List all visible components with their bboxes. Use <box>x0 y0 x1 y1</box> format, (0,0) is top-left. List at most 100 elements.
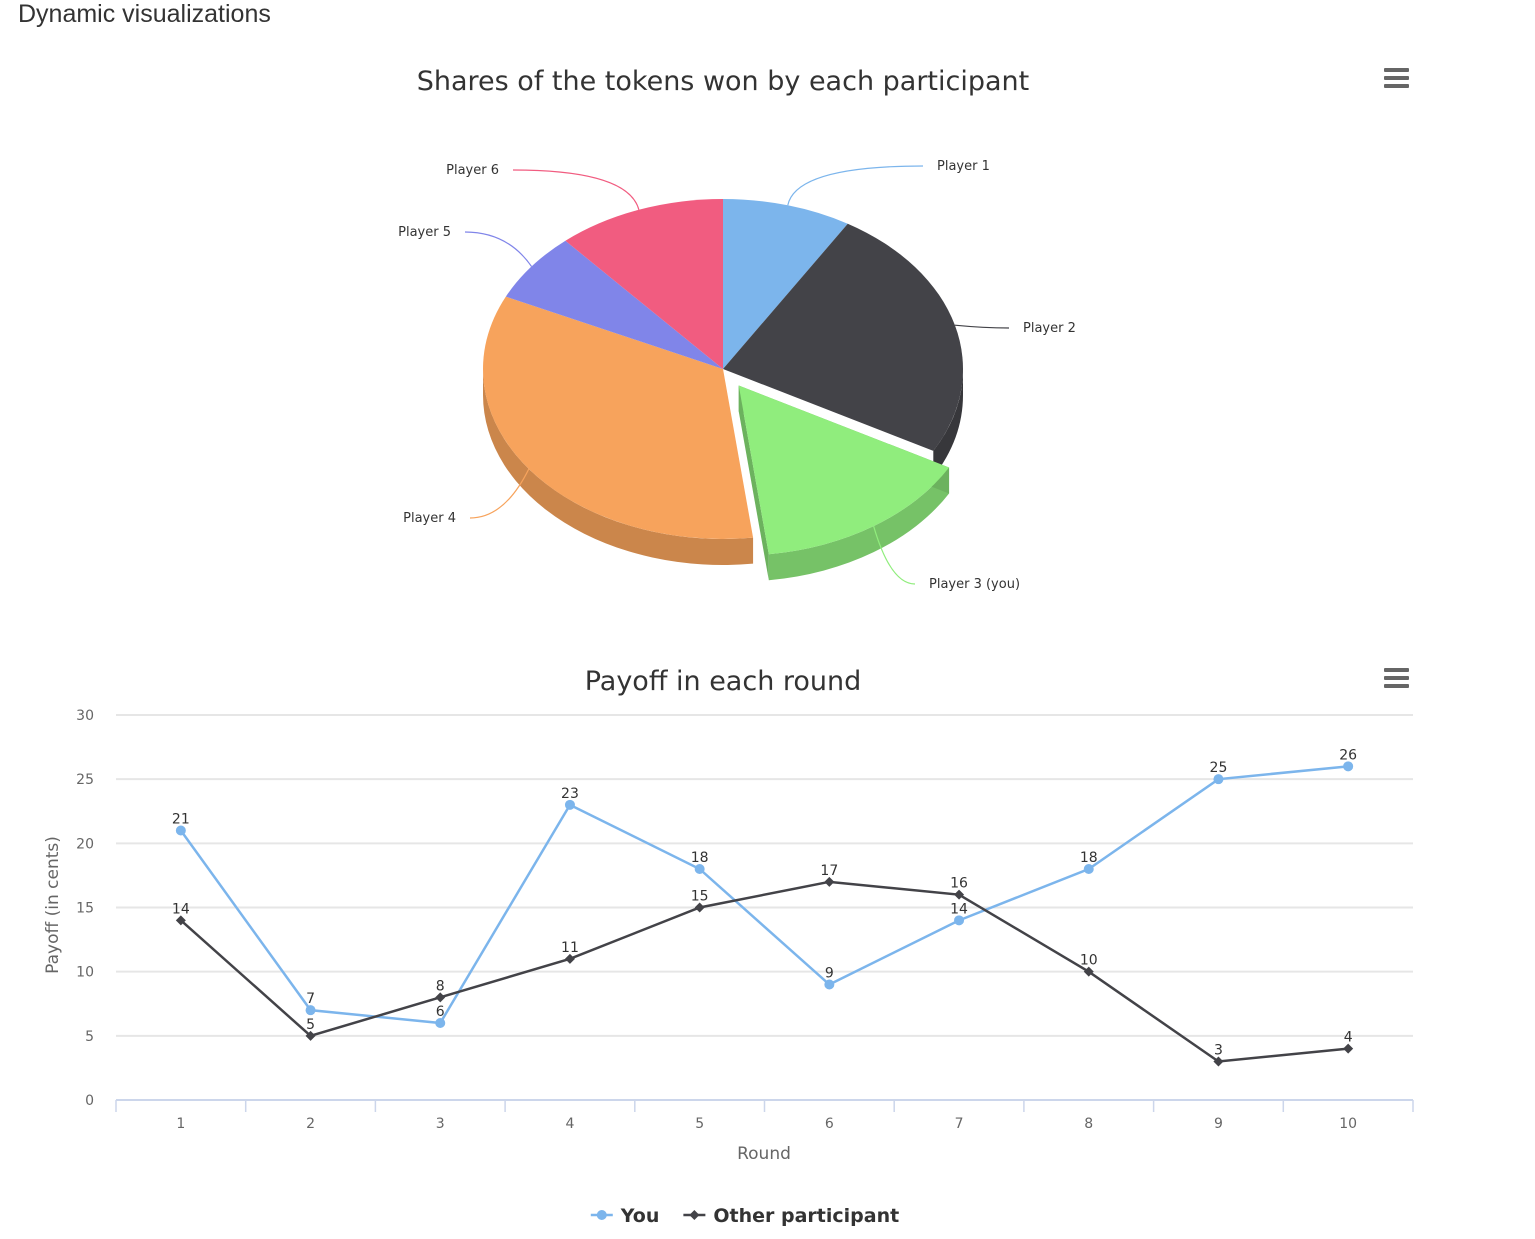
x-tick-label: 6 <box>825 1116 834 1132</box>
pie-label-player-4: Player 4 <box>403 511 456 526</box>
data-point-other-participant[interactable] <box>305 1030 316 1041</box>
pie-connector-player-3-you <box>873 525 916 585</box>
data-label-other-participant: 4 <box>1344 1030 1353 1046</box>
data-label-you: 14 <box>950 901 968 917</box>
series-you: 21 7 6 23 18 9 14 18 25 26 <box>172 747 1357 1028</box>
pie-label-player-2: Player 2 <box>1023 321 1076 336</box>
series-line-other-participant <box>180 880 1349 1063</box>
x-tick-label: 8 <box>1084 1116 1093 1132</box>
data-label-other-participant: 11 <box>561 940 579 956</box>
y-axis-tick-labels: 0 5 10 15 20 25 30 <box>76 708 94 1109</box>
x-tick-label: 3 <box>436 1116 445 1132</box>
x-tick-label: 7 <box>955 1116 964 1132</box>
data-point-other-participant[interactable] <box>1343 1043 1354 1054</box>
data-label-you: 26 <box>1339 747 1357 763</box>
data-point-you[interactable] <box>175 825 186 836</box>
pie-chart-menu-button[interactable] <box>1380 64 1414 94</box>
pie-labels-layer: Player 1 Player 2 Player 3 (you) Player 4 Pl… <box>398 159 1076 592</box>
data-point-you[interactable] <box>564 799 575 810</box>
data-point-other-participant[interactable] <box>824 876 835 887</box>
hamburger-menu-icon <box>1384 668 1409 688</box>
x-tick-label: 5 <box>695 1116 704 1132</box>
pie-slices-layer <box>483 199 964 555</box>
data-label-other-participant: 14 <box>172 901 190 917</box>
data-label-other-participant: 5 <box>306 1017 315 1033</box>
pie-connector-player-6 <box>512 169 640 210</box>
pie-chart-title: Shares of the tokens won by each partici… <box>417 66 1030 97</box>
data-point-other-participant[interactable] <box>564 953 575 964</box>
data-label-other-participant: 15 <box>691 889 709 905</box>
legend-label: Other participant <box>713 1205 899 1227</box>
data-label-you: 18 <box>691 850 709 866</box>
pie-label-player-5: Player 5 <box>398 225 451 240</box>
pie-slice-side-player-2 <box>933 369 963 477</box>
x-tick-label: 4 <box>565 1116 574 1132</box>
legend-item-you[interactable]: You <box>590 1205 660 1227</box>
y-tick-label: 25 <box>76 772 94 788</box>
pie-label-player-6: Player 6 <box>446 163 499 178</box>
pie-connector-player-4 <box>469 468 530 519</box>
y-axis-title: Payoff (in cents) <box>43 836 63 974</box>
pie-slice-player-3-you[interactable] <box>738 385 950 555</box>
y-tick-label: 30 <box>76 708 94 724</box>
data-point-you[interactable] <box>1213 774 1224 785</box>
legend: You Other participant <box>590 1205 899 1227</box>
pie-chart: Shares of the tokens won by each partici… <box>398 64 1414 592</box>
data-label-other-participant: 10 <box>1080 953 1098 969</box>
data-label-other-participant: 3 <box>1214 1043 1223 1059</box>
x-tick-label: 2 <box>306 1116 315 1132</box>
data-point-other-participant[interactable] <box>1213 1056 1224 1067</box>
y-tick-label: 20 <box>76 836 94 852</box>
legend-item-other-participant[interactable]: Other participant <box>683 1205 899 1227</box>
data-label-you: 21 <box>172 812 190 828</box>
data-point-other-participant[interactable] <box>954 889 965 900</box>
pie-slice-cut-1-player-3-you <box>738 385 769 581</box>
data-label-other-participant: 17 <box>820 863 838 879</box>
series-other-participant: 14 5 8 11 15 17 16 10 3 4 <box>172 863 1354 1067</box>
data-point-other-participant[interactable] <box>694 902 705 913</box>
line-chart-menu-button[interactable] <box>1380 664 1414 694</box>
data-point-other-participant[interactable] <box>435 992 446 1003</box>
hamburger-menu-icon <box>1384 68 1409 88</box>
pie-label-player-1: Player 1 <box>937 159 990 174</box>
data-point-you[interactable] <box>435 1018 446 1028</box>
pie-connector-player-2 <box>954 324 1010 329</box>
x-axis-title: Round <box>737 1144 791 1164</box>
pie-slice-player-4[interactable] <box>483 296 754 539</box>
legend-marker <box>596 1210 607 1220</box>
legend-label: You <box>620 1205 660 1227</box>
data-label-you: 6 <box>436 1004 445 1020</box>
pie-slice-player-2[interactable] <box>723 223 964 451</box>
data-point-you[interactable] <box>824 979 835 990</box>
line-chart-title: Payoff in each round <box>585 666 862 697</box>
data-point-you[interactable] <box>954 915 965 926</box>
pie-slice-player-6[interactable] <box>565 199 723 369</box>
data-label-you: 9 <box>825 966 834 982</box>
pie-chart-container: Shares of the tokens won by each partici… <box>0 40 1440 630</box>
data-point-you[interactable] <box>305 1005 316 1016</box>
data-label-you: 18 <box>1080 850 1098 866</box>
pie-slice-player-5[interactable] <box>505 240 723 369</box>
data-point-other-participant[interactable] <box>1083 966 1094 977</box>
pie-slice-side-player-3-you <box>768 467 950 581</box>
pie-slice-player-1[interactable] <box>723 199 848 369</box>
pie-slice-side-player-4 <box>483 369 754 565</box>
data-point-you[interactable] <box>694 864 705 874</box>
page-heading: Dynamic visualizations <box>18 0 271 28</box>
pie-connector-player-5 <box>464 231 533 267</box>
data-point-you[interactable] <box>1343 761 1354 772</box>
x-axis: 1 2 3 4 5 6 7 8 9 10 <box>115 1099 1414 1132</box>
data-label-other-participant: 16 <box>950 876 968 892</box>
y-tick-label: 5 <box>85 1029 94 1045</box>
y-tick-label: 15 <box>76 901 94 917</box>
y-tick-label: 0 <box>85 1093 94 1109</box>
data-point-other-participant[interactable] <box>175 915 186 926</box>
data-label-you: 7 <box>306 991 315 1007</box>
legend-marker <box>689 1210 700 1220</box>
pie-label-player-3-you: Player 3 (you) <box>929 577 1020 592</box>
data-point-you[interactable] <box>1083 864 1094 874</box>
x-tick-label: 10 <box>1339 1116 1357 1132</box>
data-label-you: 23 <box>561 786 579 802</box>
data-label-other-participant: 8 <box>436 978 445 994</box>
